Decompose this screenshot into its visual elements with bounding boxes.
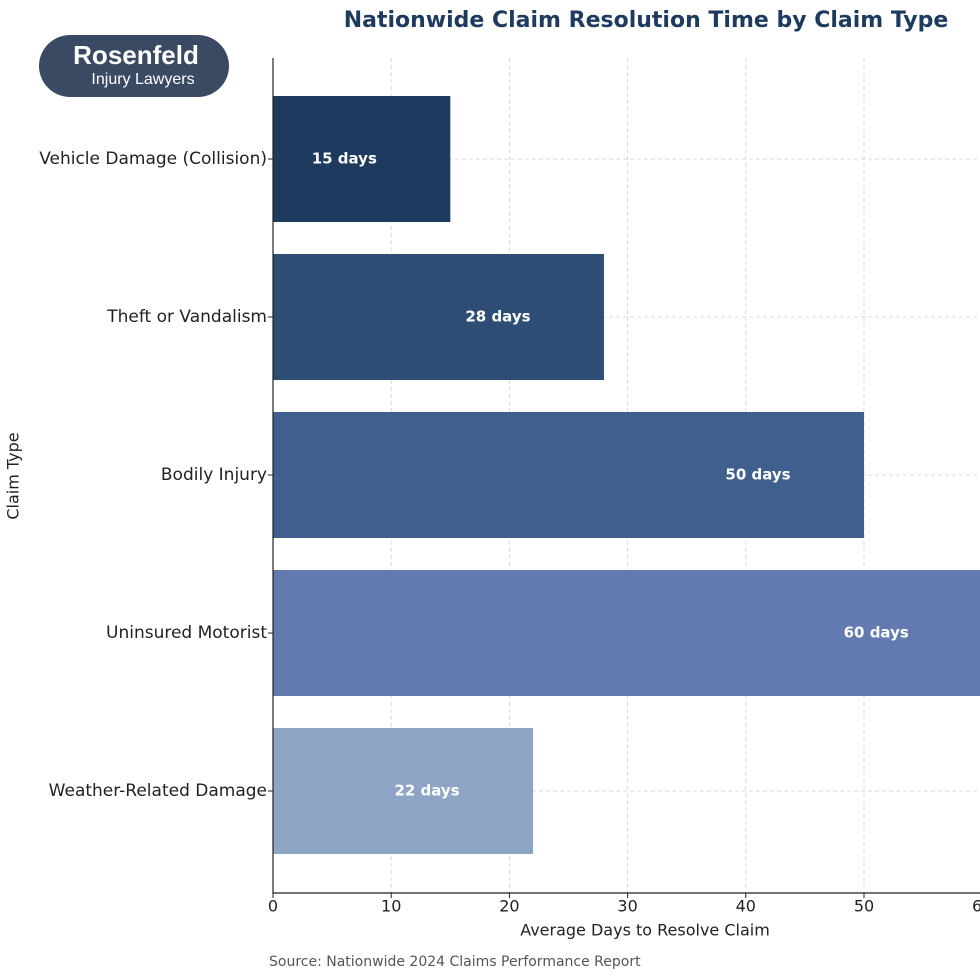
logo-tagline: Injury Lawyers [91, 71, 194, 88]
x-tick-label: 30 [617, 897, 637, 916]
x-axis-title: Average Days to Resolve Claim [520, 921, 770, 940]
source-note: Source: Nationwide 2024 Claims Performan… [269, 954, 641, 970]
y-axis-title: Claim Type [4, 432, 23, 519]
value-label: 22 days [394, 782, 459, 800]
value-label: 15 days [312, 150, 377, 168]
logo-name: Rosenfeld [73, 40, 199, 70]
y-tick-label: Theft or Vandalism [106, 307, 267, 327]
x-tick-label: 10 [381, 897, 401, 916]
x-tick-label: 20 [499, 897, 519, 916]
y-tick-label: Uninsured Motorist [106, 623, 267, 643]
y-tick-label: Vehicle Damage (Collision) [39, 149, 267, 169]
bar [273, 254, 604, 380]
bar [273, 96, 451, 222]
y-tick-label: Bodily Injury [161, 465, 267, 485]
x-tick-label: 50 [854, 897, 874, 916]
bar [273, 412, 864, 538]
bars: 15 days 28 days 50 days 60 days 22 days [273, 96, 980, 854]
value-label: 28 days [465, 308, 530, 326]
axes: 0 10 20 30 40 50 60 Vehicle Damage (Collision) T… [39, 58, 980, 916]
y-tick-label: Weather-Related Damage [49, 781, 267, 801]
chart-title: Nationwide Claim Resolution Time by Clai… [344, 8, 949, 33]
x-tick-label: 0 [268, 897, 278, 916]
logo: Rosenfeld Injury Lawyers [39, 35, 229, 97]
x-tick-label: 40 [736, 897, 756, 916]
value-label: 50 days [725, 466, 790, 484]
x-tick-label: 60 [972, 897, 980, 916]
value-label: 60 days [844, 624, 909, 642]
bar [273, 570, 980, 696]
bar [273, 728, 534, 854]
logo-badge [39, 35, 229, 97]
